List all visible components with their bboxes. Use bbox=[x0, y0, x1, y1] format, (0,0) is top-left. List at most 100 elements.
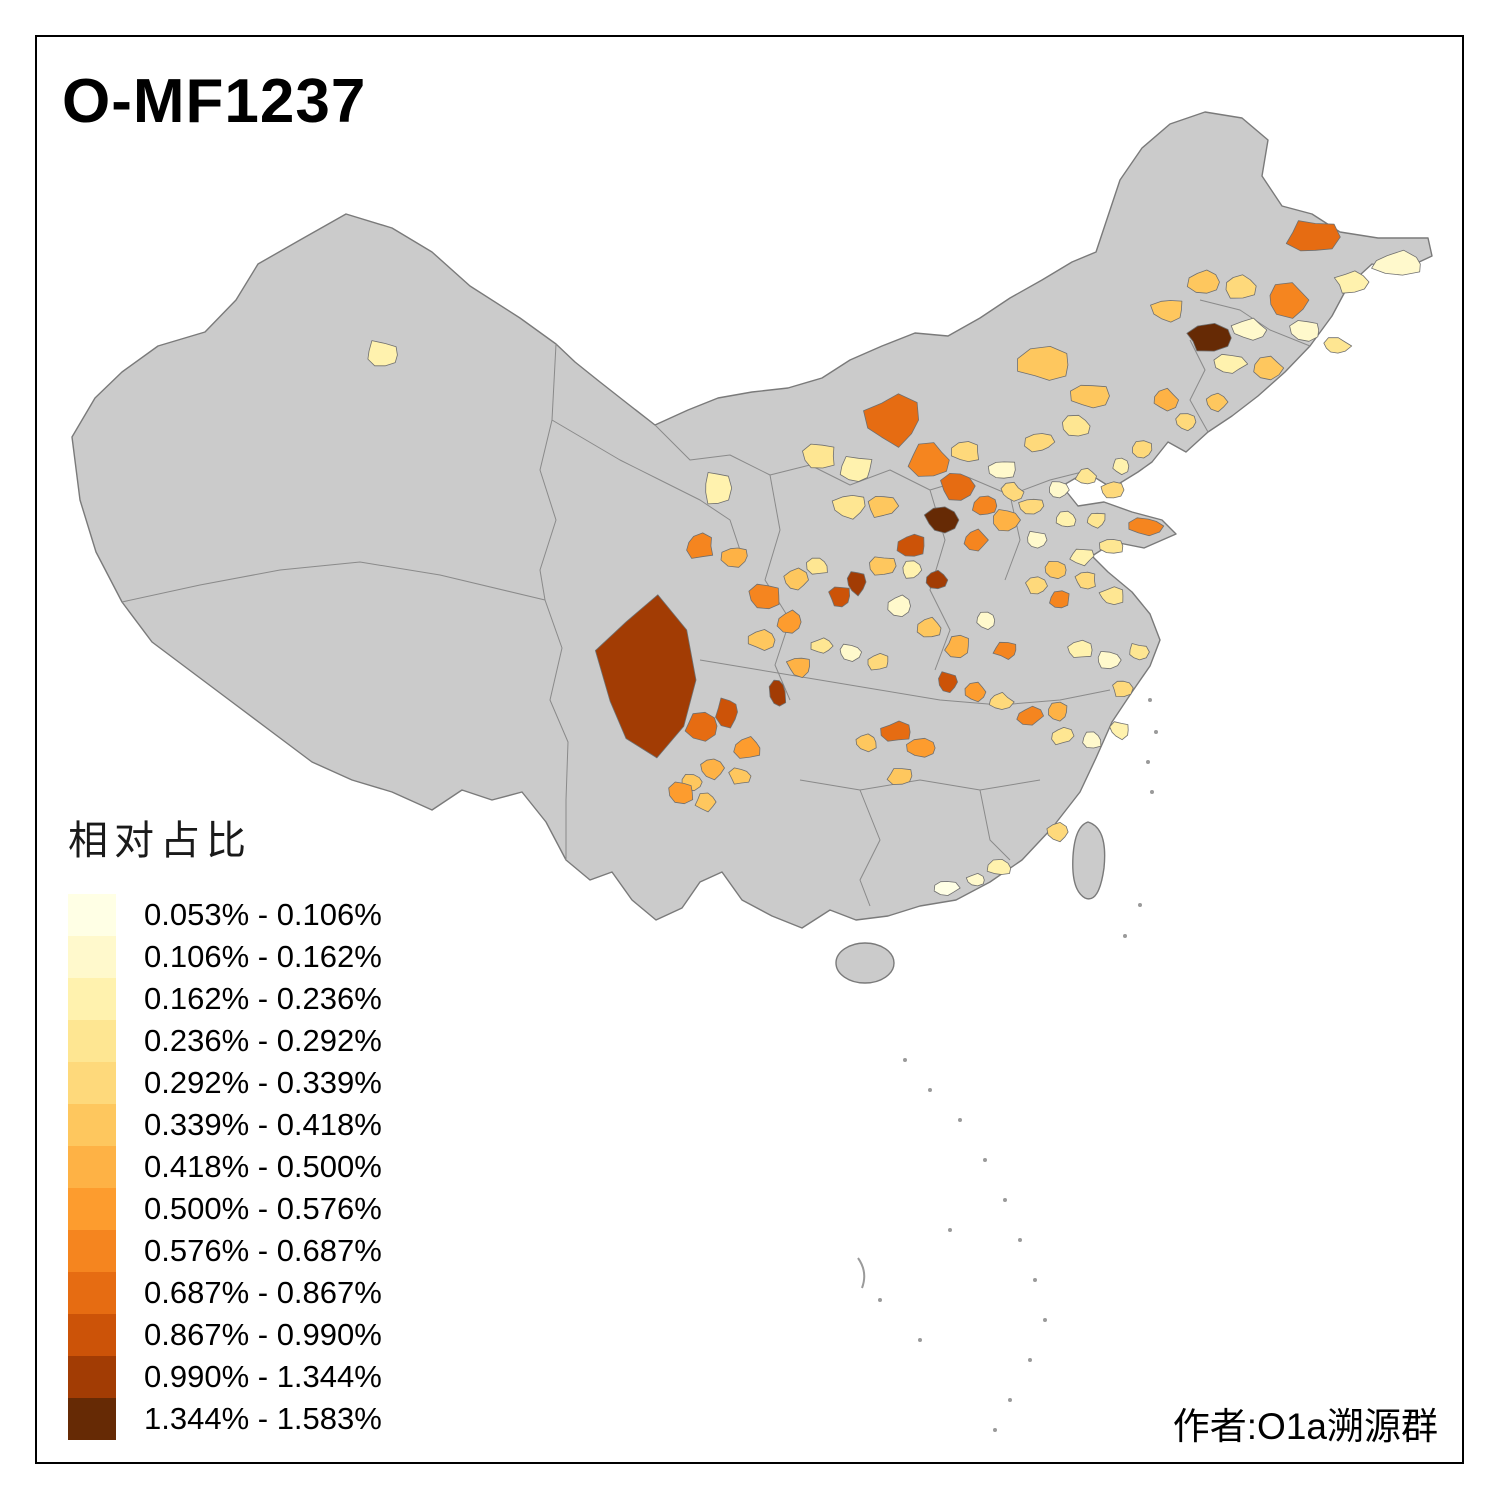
map-region bbox=[786, 657, 810, 678]
map-region bbox=[1269, 282, 1310, 319]
map-region bbox=[733, 736, 761, 759]
legend-swatch bbox=[68, 1356, 116, 1398]
map-region bbox=[867, 653, 889, 671]
map-region bbox=[1186, 269, 1220, 294]
taiwan-island bbox=[1072, 821, 1106, 900]
legend-swatch bbox=[68, 894, 116, 936]
map-region bbox=[933, 881, 961, 896]
map-region bbox=[880, 720, 911, 742]
map-region bbox=[1067, 639, 1093, 658]
legend-entry: 0.867% - 0.990% bbox=[68, 1314, 382, 1356]
map-region bbox=[867, 495, 900, 518]
legend-swatch bbox=[68, 1020, 116, 1062]
map-region bbox=[863, 393, 919, 448]
legend-swatch bbox=[68, 1398, 116, 1440]
map-region bbox=[1150, 300, 1183, 323]
map-region bbox=[1289, 320, 1320, 342]
map-region bbox=[1153, 387, 1179, 412]
map-region bbox=[831, 494, 866, 520]
legend-entry: 0.576% - 0.687% bbox=[68, 1230, 382, 1272]
map-region bbox=[1285, 220, 1341, 252]
map-region bbox=[694, 792, 717, 813]
map-region bbox=[1323, 337, 1353, 354]
legend-swatch bbox=[68, 1062, 116, 1104]
mainland-outline bbox=[71, 111, 1433, 929]
map-region bbox=[1049, 481, 1070, 499]
map-region bbox=[1051, 727, 1075, 746]
map-region bbox=[964, 681, 987, 703]
map-region bbox=[1069, 548, 1095, 567]
map-region bbox=[916, 616, 942, 638]
map-region bbox=[1055, 510, 1077, 528]
map-region bbox=[846, 571, 867, 597]
legend-label: 0.500% - 0.576% bbox=[144, 1191, 382, 1226]
map-region bbox=[987, 461, 1016, 479]
map-region bbox=[1049, 590, 1070, 609]
map-region bbox=[1333, 270, 1370, 294]
legend-entry: 0.687% - 0.867% bbox=[68, 1272, 382, 1314]
map-region bbox=[1018, 498, 1045, 515]
map-region bbox=[684, 711, 718, 742]
map-region bbox=[1213, 353, 1249, 374]
legend-label: 0.106% - 0.162% bbox=[144, 939, 382, 974]
legend-entry: 0.418% - 0.500% bbox=[68, 1146, 382, 1188]
map-region bbox=[768, 679, 787, 707]
map-region bbox=[1082, 731, 1102, 749]
map-region bbox=[595, 594, 697, 759]
map-region bbox=[951, 441, 979, 463]
map-region bbox=[907, 442, 950, 477]
map-region bbox=[1024, 433, 1056, 453]
map-region bbox=[976, 611, 996, 630]
map-region bbox=[1027, 530, 1048, 549]
map-region bbox=[1074, 571, 1096, 590]
legend-label: 0.339% - 0.418% bbox=[144, 1107, 382, 1142]
map-region bbox=[1074, 467, 1097, 485]
map-region bbox=[839, 643, 862, 662]
map-region bbox=[367, 340, 398, 367]
legend-entry: 0.990% - 1.344% bbox=[68, 1356, 382, 1398]
map-region bbox=[700, 758, 725, 781]
map-region bbox=[806, 557, 828, 575]
map-region bbox=[783, 567, 809, 591]
hainan-island bbox=[835, 942, 895, 984]
legend-swatch bbox=[68, 978, 116, 1020]
map-region bbox=[776, 609, 802, 634]
map-region bbox=[1109, 721, 1129, 741]
map-region bbox=[887, 594, 911, 617]
legend-label: 0.687% - 0.867% bbox=[144, 1275, 382, 1310]
legend-entry: 0.162% - 0.236% bbox=[68, 978, 382, 1020]
legend-swatch bbox=[68, 1314, 116, 1356]
map-region bbox=[1205, 392, 1229, 413]
legend-entry: 1.344% - 1.583% bbox=[68, 1398, 382, 1440]
map-region bbox=[1371, 249, 1421, 276]
legend-entry: 0.500% - 0.576% bbox=[68, 1188, 382, 1230]
legend-label: 0.236% - 0.292% bbox=[144, 1023, 382, 1058]
map-region bbox=[1044, 561, 1067, 580]
map-region bbox=[1253, 355, 1285, 381]
map-region bbox=[923, 506, 960, 534]
map-region bbox=[988, 692, 1015, 710]
map-region bbox=[1000, 481, 1025, 502]
map-region bbox=[720, 547, 748, 568]
legend-label: 1.344% - 1.583% bbox=[144, 1401, 382, 1436]
map-region bbox=[728, 767, 752, 785]
legend-label: 0.053% - 0.106% bbox=[144, 897, 382, 932]
choropleth-regions bbox=[367, 220, 1421, 896]
map-region bbox=[747, 629, 776, 651]
map-title: O-MF1237 bbox=[62, 67, 367, 136]
map-region bbox=[705, 472, 733, 505]
map-region bbox=[1100, 481, 1125, 499]
legend-rows: 0.053% - 0.106% 0.106% - 0.162% 0.162% - 0… bbox=[68, 894, 382, 1440]
legend-label: 0.162% - 0.236% bbox=[144, 981, 382, 1016]
legend-entry: 0.292% - 0.339% bbox=[68, 1062, 382, 1104]
legend-swatch bbox=[68, 1272, 116, 1314]
map-region bbox=[972, 495, 998, 516]
legend: 相对占比 0.053% - 0.106% 0.106% - 0.162% 0.162… bbox=[68, 808, 382, 1440]
legend-entry: 0.106% - 0.162% bbox=[68, 936, 382, 978]
map-region bbox=[902, 560, 923, 579]
map-region bbox=[668, 781, 694, 805]
map-region bbox=[1099, 539, 1124, 554]
map-region bbox=[839, 456, 873, 482]
map-region bbox=[686, 532, 714, 559]
map-region bbox=[1016, 705, 1044, 726]
